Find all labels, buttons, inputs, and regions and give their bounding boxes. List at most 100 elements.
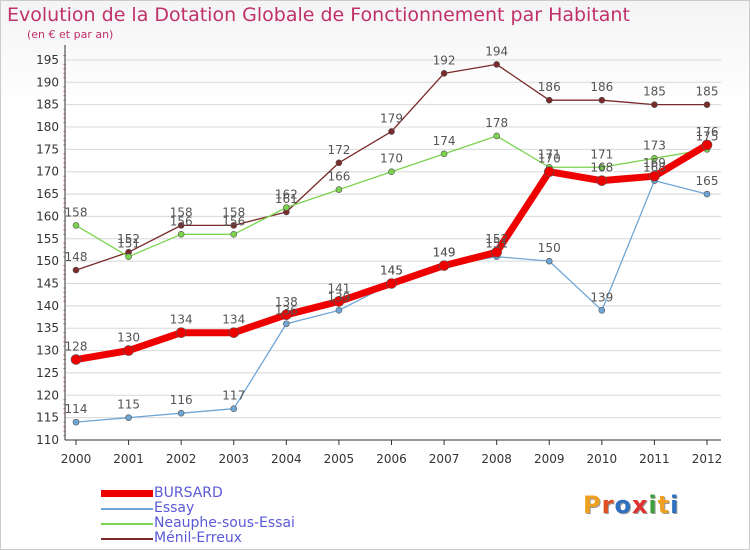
legend-item-bursard: BURSARD [101, 486, 401, 501]
data-point-neauphe-sous-essai [598, 163, 606, 171]
x-tick-label: 2007 [429, 452, 460, 466]
data-point-m-nil-erreux [335, 159, 343, 167]
data-point-bursard [596, 175, 608, 186]
x-tick-label: 2008 [481, 452, 512, 466]
logo-letter: P [583, 491, 602, 519]
legend-swatch-bursard [101, 486, 153, 501]
legend-item-neauphe-sous-essai: Neauphe-sous-Essai [101, 516, 401, 531]
data-label-bursard: 152 [485, 232, 508, 246]
data-label-essay: 168 [643, 161, 666, 175]
proxiti-logo[interactable]: Proxiti [583, 491, 679, 519]
legend-label-bursard: BURSARD [154, 485, 223, 501]
data-label-essay: 116 [170, 393, 193, 407]
data-point-bursard [386, 278, 397, 289]
chart-title: Evolution de la Dotation Globale de Fonc… [7, 4, 630, 26]
legend-label-menil-erreux: Ménil-Erreux [154, 530, 242, 546]
data-label-essay: 150 [538, 241, 561, 255]
data-label-bursard: 176 [696, 125, 719, 139]
logo-letter: i [670, 491, 680, 519]
data-label-bursard: 130 [117, 331, 140, 345]
data-point-essay [125, 414, 132, 421]
data-point-neauphe-sous-essai [177, 231, 185, 238]
data-label-bursard: 128 [65, 340, 88, 354]
data-label-neauphe-sous-essai: 174 [433, 134, 456, 148]
y-tick-label: 150 [36, 254, 59, 268]
data-point-m-nil-erreux [440, 70, 448, 77]
x-tick-label: 2012 [692, 452, 723, 466]
data-label-neauphe-sous-essai: 173 [643, 138, 666, 152]
data-point-essay [545, 257, 553, 265]
data-label-essay: 139 [590, 290, 613, 304]
legend-swatch-neauphe-sous-essai [101, 516, 153, 531]
legend-swatch-essay [101, 501, 153, 516]
data-point-neauphe-sous-essai [283, 204, 290, 211]
data-label-bursard: 149 [433, 246, 456, 260]
data-point-neauphe-sous-essai [388, 168, 395, 176]
data-point-bursard [123, 345, 134, 356]
data-point-bursard [438, 260, 450, 271]
logo-letter: x [631, 491, 649, 519]
data-label-neauphe-sous-essai: 151 [117, 237, 140, 251]
data-point-bursard [491, 246, 502, 258]
y-tick-label: 145 [36, 277, 59, 291]
data-point-neauphe-sous-essai [230, 231, 238, 238]
data-point-essay [72, 418, 80, 426]
y-tick-label: 135 [36, 321, 59, 335]
legend-item-menil-erreux: Ménil-Erreux [101, 531, 401, 546]
data-label-m-nil-erreux: 158 [170, 205, 193, 219]
data-label-m-nil-erreux: 186 [538, 80, 561, 94]
data-point-bursard [649, 170, 660, 182]
data-label-neauphe-sous-essai: 178 [485, 116, 508, 130]
data-label-bursard: 134 [222, 313, 245, 327]
data-label-neauphe-sous-essai: 158 [65, 205, 88, 219]
y-tick-label: 170 [36, 165, 59, 179]
legend: BURSARD Essay Neauphe-sous-Essai Ménil-E… [101, 486, 401, 546]
x-tick-label: 2000 [61, 452, 92, 466]
data-label-essay: 117 [222, 389, 245, 403]
data-label-m-nil-erreux: 158 [222, 205, 245, 219]
data-point-bursard [175, 327, 187, 338]
data-point-m-nil-erreux [545, 96, 553, 104]
x-tick-label: 2010 [587, 452, 618, 466]
y-tick-label: 155 [36, 232, 59, 246]
data-point-neauphe-sous-essai [440, 150, 448, 158]
data-label-bursard: 138 [275, 295, 298, 309]
data-point-m-nil-erreux [703, 101, 711, 108]
x-tick-label: 2003 [218, 452, 249, 466]
y-tick-label: 140 [36, 299, 59, 313]
data-point-m-nil-erreux [651, 101, 658, 108]
y-tick-label: 195 [36, 53, 59, 67]
data-label-essay: 114 [65, 402, 88, 416]
y-tick-label: 130 [36, 344, 59, 358]
data-label-neauphe-sous-essai: 162 [275, 187, 298, 201]
data-point-bursard [701, 139, 713, 151]
x-tick-label: 2009 [534, 452, 565, 466]
legend-swatch-menil-erreux [101, 531, 153, 546]
data-label-essay: 136 [275, 304, 298, 318]
data-label-m-nil-erreux: 161 [275, 192, 298, 206]
y-tick-label: 115 [36, 411, 59, 425]
chart-subtitle: (en € et par an) [27, 28, 114, 41]
data-point-essay [703, 190, 711, 198]
data-point-essay [598, 307, 606, 314]
data-point-essay [177, 409, 185, 417]
data-point-bursard [543, 166, 555, 178]
data-point-neauphe-sous-essai [72, 222, 80, 229]
data-label-m-nil-erreux: 148 [65, 250, 88, 264]
data-label-m-nil-erreux: 172 [327, 143, 350, 157]
data-point-m-nil-erreux [72, 266, 80, 274]
data-label-m-nil-erreux: 185 [696, 85, 719, 99]
data-label-neauphe-sous-essai: 156 [170, 214, 193, 228]
logo-letter: o [614, 491, 632, 519]
y-tick-label: 190 [36, 75, 59, 89]
data-point-essay [230, 405, 238, 413]
legend-label-essay: Essay [154, 500, 195, 516]
data-point-m-nil-erreux [598, 96, 606, 104]
series-line-bursard [72, 141, 711, 364]
data-label-essay: 115 [117, 398, 140, 412]
data-point-m-nil-erreux [230, 222, 238, 229]
y-tick-label: 110 [36, 433, 59, 447]
data-point-neauphe-sous-essai [335, 186, 343, 193]
